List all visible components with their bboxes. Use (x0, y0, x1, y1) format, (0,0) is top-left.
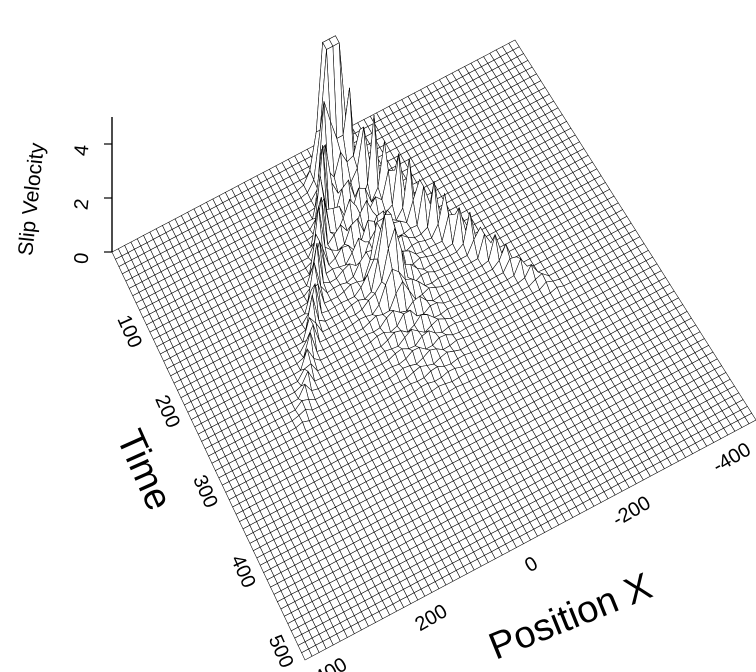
position-tick-label: -400 (709, 439, 755, 478)
position-tick-label: 200 (411, 600, 451, 636)
z-axis-label: Slip Velocity (14, 141, 49, 257)
position-tick-label: 0 (521, 552, 542, 577)
z-axis (104, 117, 113, 253)
z-tick-label: 4 (71, 144, 94, 157)
slip-velocity-surface (111, 35, 756, 661)
z-tick-label: 2 (71, 198, 94, 211)
x-axis-label: Position X (483, 565, 657, 668)
time-tick-label: 300 (188, 472, 222, 511)
y-axis-label: Time (108, 424, 180, 517)
time-tick-label: 400 (226, 552, 260, 591)
time-tick-label: 500 (264, 632, 298, 671)
position-tick-label: -200 (609, 492, 655, 531)
time-tick-label: 100 (112, 312, 146, 351)
z-tick-label: 0 (71, 252, 94, 265)
time-tick-label: 200 (150, 392, 184, 431)
position-tick-label: 400 (311, 654, 351, 672)
